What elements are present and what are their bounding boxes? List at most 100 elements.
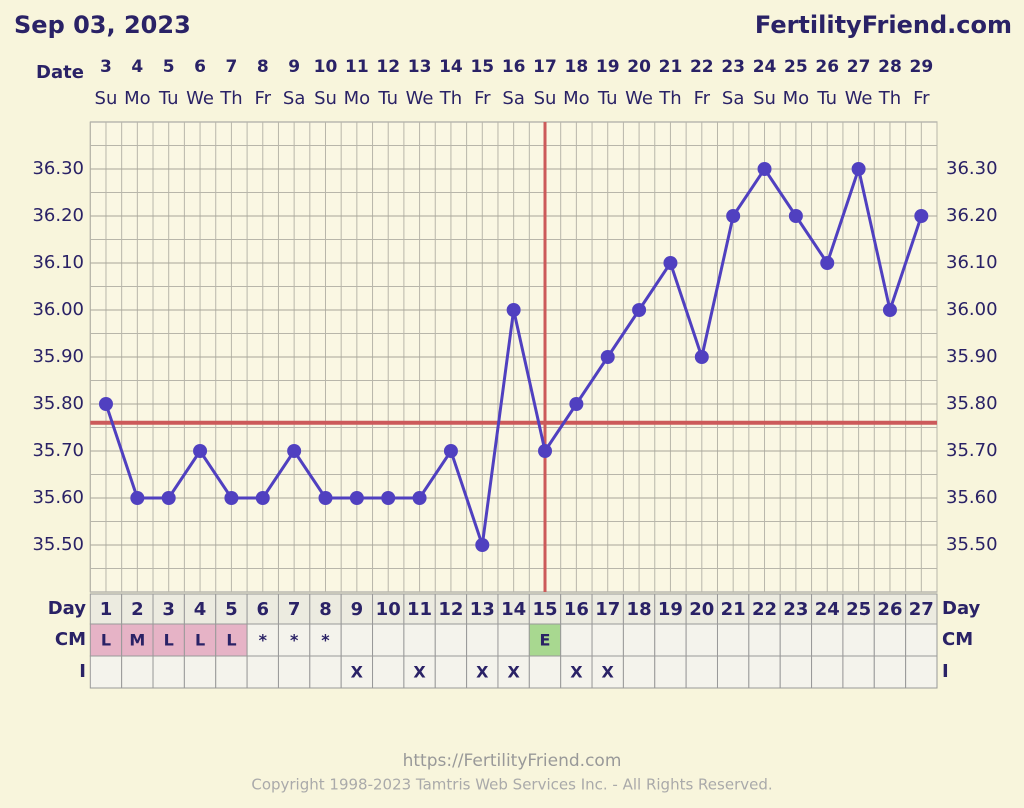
table-cell <box>183 655 217 689</box>
weekday: Th <box>219 88 242 109</box>
y2-tick-label: 35.50 <box>946 534 998 555</box>
temperature-point <box>161 491 176 505</box>
date-label: Date <box>36 62 84 83</box>
weekday: Th <box>878 88 901 109</box>
temperature-point <box>663 256 678 270</box>
table-cell <box>277 593 311 625</box>
date: 15 <box>470 57 494 77</box>
table-cell <box>654 623 687 657</box>
date: 12 <box>376 57 400 77</box>
weekday: Su <box>753 88 776 109</box>
table-cell <box>372 655 405 689</box>
date: 11 <box>345 57 369 77</box>
date: 8 <box>257 57 269 77</box>
table-cell <box>403 655 436 689</box>
table-cell <box>779 655 813 689</box>
date: 17 <box>533 57 557 77</box>
temperature-point <box>882 303 897 317</box>
date: 25 <box>784 57 808 77</box>
cell-text: * <box>321 631 330 650</box>
weekday: Sa <box>502 88 524 109</box>
date: 4 <box>131 57 143 77</box>
table-cell <box>905 655 938 689</box>
table-cell <box>685 655 718 689</box>
temperature-point <box>694 350 709 364</box>
y2-tick-label: 35.80 <box>946 393 998 414</box>
temperature-point <box>632 303 647 317</box>
date: 14 <box>439 57 463 77</box>
table-cell <box>215 655 248 689</box>
table-cell <box>466 655 499 689</box>
y-tick-label: 36.00 <box>32 299 84 320</box>
table-cell <box>89 655 123 689</box>
y-tick-label: 36.30 <box>32 158 84 179</box>
cell-text: 12 <box>438 599 463 620</box>
y-tick-label: 35.60 <box>32 487 84 508</box>
cell-text: 5 <box>225 599 238 620</box>
cell-text: 27 <box>909 599 934 620</box>
date: 24 <box>753 57 777 77</box>
cell-text: 25 <box>846 599 871 620</box>
table-cell <box>905 593 938 625</box>
cell-text: E <box>540 631 551 650</box>
cell-text: 18 <box>627 599 652 620</box>
table-cell <box>622 623 656 657</box>
temperature-point <box>443 444 458 458</box>
table-cell <box>716 593 750 625</box>
row-label: I <box>942 661 949 682</box>
table-cell <box>497 593 530 625</box>
y-tick-label: 35.70 <box>32 440 84 461</box>
cell-text: 8 <box>319 599 332 620</box>
date: 10 <box>314 57 338 77</box>
table-cell <box>403 623 436 657</box>
table-cell <box>309 593 342 625</box>
weekday: Sa <box>722 88 744 109</box>
table-cell <box>183 593 217 625</box>
table-cell <box>685 593 718 625</box>
cell-text: 21 <box>721 599 746 620</box>
row-label: I <box>79 661 86 682</box>
table-cell <box>466 593 499 625</box>
cell-text: X <box>413 663 426 682</box>
cell-text: 2 <box>131 599 144 620</box>
table-cell <box>372 593 405 625</box>
weekday: Tu <box>377 88 398 109</box>
weekday: We <box>625 88 653 109</box>
table-cell <box>152 655 185 689</box>
brand: FertilityFriend.com <box>755 11 1012 39</box>
y2-tick-label: 35.70 <box>946 440 998 461</box>
table-cell <box>121 655 154 689</box>
table-cell <box>748 655 781 689</box>
table-cell <box>309 655 342 689</box>
url: https://FertilityFriend.com <box>403 751 622 771</box>
temperature-point <box>538 444 553 458</box>
temperature-point <box>412 491 427 505</box>
table-cell <box>277 623 311 657</box>
date: 9 <box>288 57 300 77</box>
temperature-point <box>569 397 584 411</box>
cell-text: X <box>507 663 520 682</box>
table-cell <box>811 593 844 625</box>
table-cell <box>89 593 123 625</box>
temperature-point <box>757 162 772 176</box>
date: 20 <box>627 57 651 77</box>
cell-text: 14 <box>501 599 526 620</box>
cell-text: 26 <box>877 599 902 620</box>
cell-text: 20 <box>689 599 714 620</box>
date: 13 <box>408 57 432 77</box>
temperature-point <box>287 444 302 458</box>
table-cell <box>372 623 405 657</box>
table-cell <box>811 623 844 657</box>
date: 18 <box>565 57 589 77</box>
cell-text: 16 <box>564 599 589 620</box>
cell-text: 13 <box>470 599 495 620</box>
cell-text: 10 <box>376 599 401 620</box>
cell-text: M <box>129 631 145 650</box>
table-cell <box>89 623 123 657</box>
cell-text: X <box>351 663 364 682</box>
weekday: Th <box>658 88 681 109</box>
temperature-point <box>224 491 239 505</box>
cell-text: 19 <box>658 599 683 620</box>
cell-text: X <box>476 663 489 682</box>
y2-tick-label: 35.60 <box>946 487 998 508</box>
